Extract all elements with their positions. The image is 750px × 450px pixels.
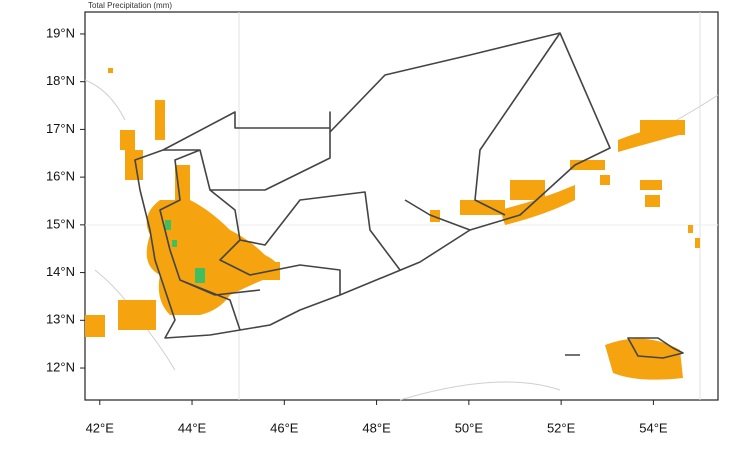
x-tick-label: 48°E (362, 420, 391, 435)
rain-area (85, 68, 700, 380)
map-body (84, 12, 719, 401)
y-tick-label: 18°N (46, 73, 75, 88)
y-tick-label: 14°N (46, 264, 75, 279)
y-tick-label: 12°N (46, 359, 75, 374)
x-tick-label: 42°E (86, 420, 115, 435)
rain-area-heavy (165, 220, 205, 283)
y-tick-label: 19°N (46, 25, 75, 40)
map-title: Total Precipitation (mm) (88, 1, 172, 10)
x-tick-label: 46°E (270, 420, 299, 435)
x-tick-label: 52°E (547, 420, 576, 435)
precipitation (85, 68, 700, 380)
y-tick-label: 16°N (46, 169, 75, 184)
y-tick-label: 13°N (46, 312, 75, 327)
x-tick-label: 54°E (639, 420, 668, 435)
x-tick-label: 50°E (455, 420, 484, 435)
island-border (565, 337, 684, 359)
y-tick-label: 17°N (46, 121, 75, 136)
y-tick-label: 15°N (46, 216, 75, 231)
admin-border (159, 32, 561, 331)
x-tick-label: 44°E (178, 420, 207, 435)
